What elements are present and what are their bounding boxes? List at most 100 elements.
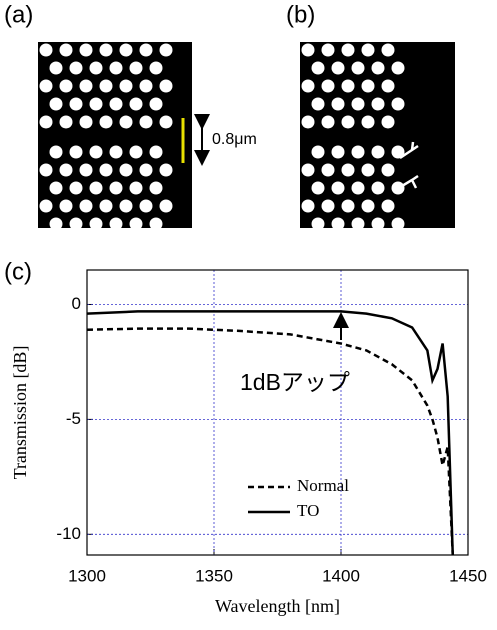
hole	[100, 116, 113, 129]
hole	[50, 146, 63, 159]
hole	[332, 62, 345, 75]
hole	[60, 116, 73, 129]
hole	[100, 80, 113, 93]
hole	[130, 182, 143, 195]
hole	[302, 116, 315, 129]
hole	[80, 164, 93, 177]
hole	[332, 98, 345, 111]
hole	[382, 80, 395, 93]
x-axis-label: Wavelength [nm]	[215, 596, 340, 616]
hole	[90, 98, 103, 111]
hole	[120, 44, 133, 57]
panel-label: (c)	[4, 258, 32, 285]
hole	[312, 62, 325, 75]
hole	[352, 146, 365, 159]
hole	[382, 116, 395, 129]
annotation: 1dBアップ	[240, 369, 350, 395]
hole	[322, 164, 335, 177]
hole	[392, 62, 405, 75]
hole	[342, 116, 355, 129]
hole	[312, 182, 325, 195]
y-tick-label: 0	[72, 294, 81, 313]
hole	[110, 146, 123, 159]
hole	[60, 200, 73, 213]
hole	[70, 182, 83, 195]
x-tick-label: 1400	[322, 566, 360, 585]
hole	[392, 182, 405, 195]
hole	[372, 182, 385, 195]
hole	[50, 218, 63, 231]
hole	[372, 62, 385, 75]
hole	[160, 44, 173, 57]
hole	[50, 182, 63, 195]
hole	[70, 98, 83, 111]
hole	[70, 218, 83, 231]
hole	[332, 146, 345, 159]
hole	[120, 80, 133, 93]
hole	[60, 164, 73, 177]
hole	[352, 182, 365, 195]
hole	[302, 200, 315, 213]
hole	[382, 44, 395, 57]
hole	[372, 98, 385, 111]
hole	[50, 98, 63, 111]
hole	[302, 80, 315, 93]
hole	[342, 164, 355, 177]
panel-label: (b)	[286, 1, 315, 28]
hole	[372, 146, 385, 159]
hole	[302, 164, 315, 177]
hole	[322, 200, 335, 213]
x-tick-label: 1300	[68, 566, 106, 585]
hole	[362, 164, 375, 177]
hole	[130, 62, 143, 75]
hole	[110, 62, 123, 75]
hole	[150, 98, 163, 111]
hole	[90, 182, 103, 195]
hole	[362, 44, 375, 57]
legend-label: Normal	[297, 476, 349, 495]
hole	[130, 146, 143, 159]
hole	[160, 80, 173, 93]
hole	[160, 116, 173, 129]
hole	[110, 182, 123, 195]
hole	[120, 200, 133, 213]
hole	[40, 80, 53, 93]
hole	[140, 164, 153, 177]
hole	[312, 98, 325, 111]
hole	[150, 62, 163, 75]
hole	[362, 116, 375, 129]
hole	[342, 200, 355, 213]
hole	[322, 80, 335, 93]
series-line	[87, 329, 453, 555]
figure: (a) (b) (c) 0.8μm 13001350140014500-5-10…	[0, 0, 497, 625]
hole	[100, 200, 113, 213]
hole	[332, 218, 345, 231]
hole	[80, 44, 93, 57]
hole	[352, 62, 365, 75]
hole	[120, 116, 133, 129]
x-tick-label: 1350	[195, 566, 233, 585]
hole	[40, 44, 53, 57]
hole	[332, 182, 345, 195]
hole	[60, 44, 73, 57]
hole	[322, 116, 335, 129]
hole	[140, 116, 153, 129]
hole	[352, 218, 365, 231]
hole	[80, 200, 93, 213]
y-tick-label: -10	[56, 524, 81, 543]
hole	[70, 146, 83, 159]
hole	[372, 218, 385, 231]
hole	[362, 80, 375, 93]
hole	[80, 80, 93, 93]
hole	[160, 164, 173, 177]
hole	[150, 182, 163, 195]
panel-label: (a)	[4, 1, 33, 28]
hole	[342, 44, 355, 57]
hole	[302, 44, 315, 57]
hole	[150, 218, 163, 231]
hole	[40, 116, 53, 129]
hole	[90, 146, 103, 159]
hole	[80, 116, 93, 129]
hole	[140, 80, 153, 93]
